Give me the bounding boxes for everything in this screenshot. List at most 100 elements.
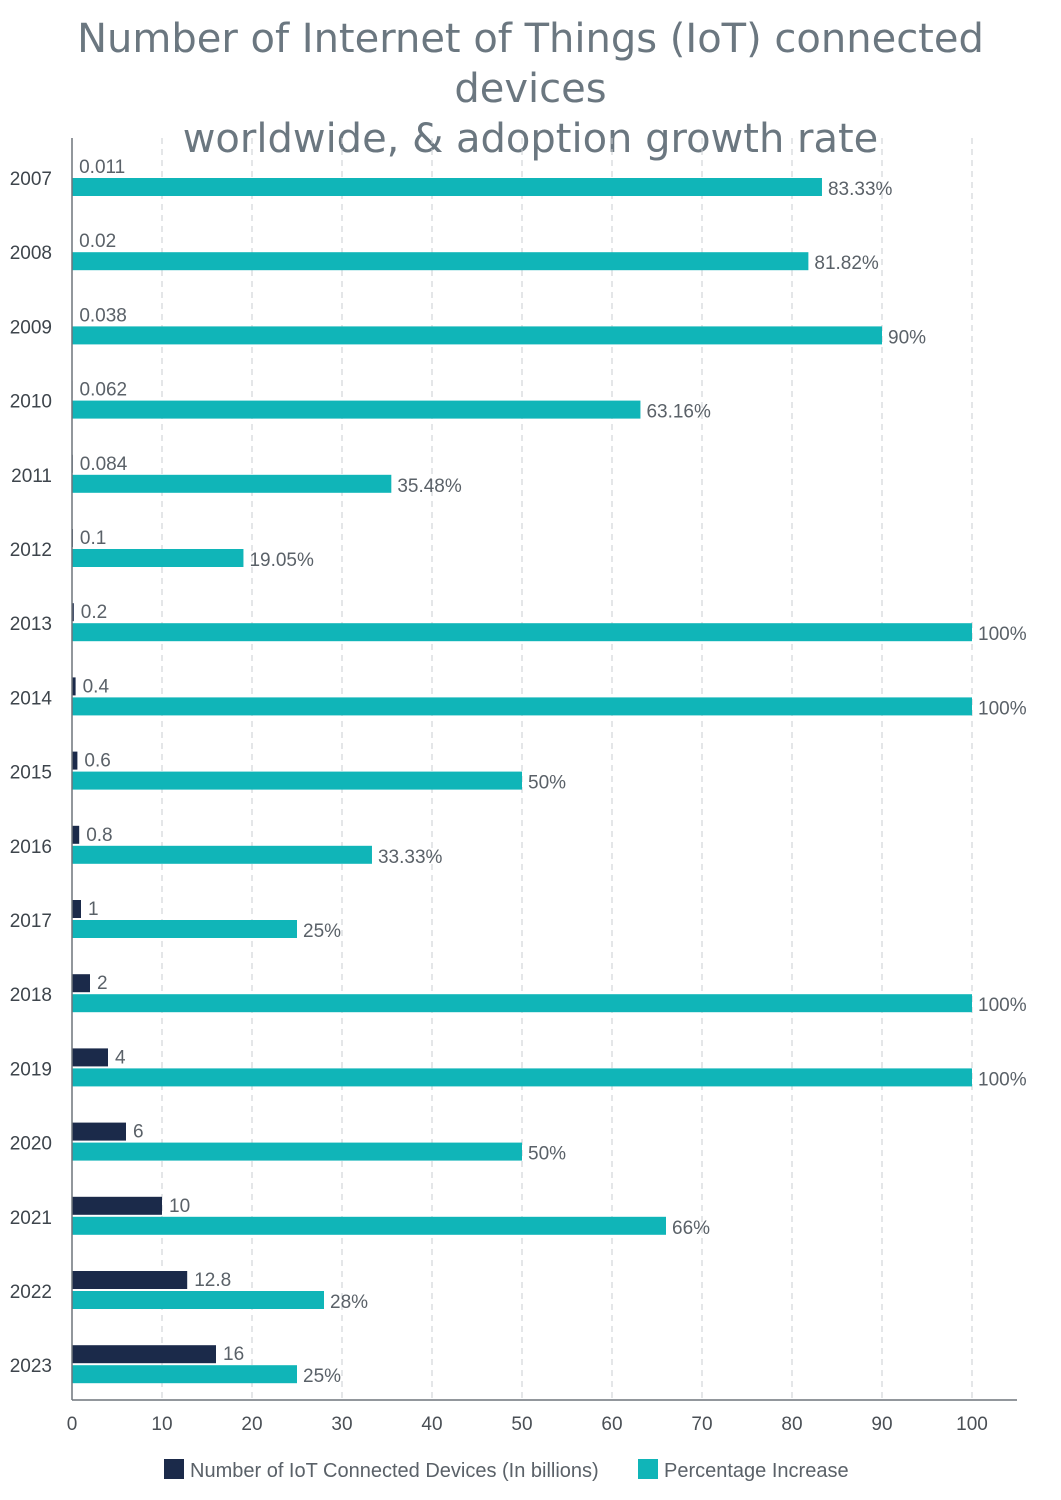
- data-label-percentage: 28%: [330, 1292, 368, 1313]
- chart-title-line-1: Number of Internet of Things (IoT) conne…: [77, 16, 984, 112]
- legend-label-percentage: Percentage Increase: [664, 1460, 849, 1482]
- x-tick-label: 10: [151, 1414, 172, 1435]
- bar-devices: [72, 751, 78, 770]
- data-label-devices: 12.8: [194, 1270, 231, 1291]
- data-label-percentage: 35.48%: [397, 476, 462, 497]
- x-tick-label: 50: [511, 1414, 532, 1435]
- bar-devices: [72, 1271, 188, 1289]
- bar-percentage: [72, 1216, 666, 1235]
- data-label-percentage: 100%: [978, 624, 1027, 645]
- data-label-percentage: 100%: [978, 1069, 1027, 1090]
- bar-devices: [72, 1196, 162, 1215]
- data-label-percentage: 63.16%: [646, 402, 711, 423]
- data-label-percentage: 81.82%: [814, 253, 879, 274]
- y-tick-label: 2019: [10, 1059, 52, 1080]
- data-label-percentage: 33.33%: [378, 847, 443, 868]
- bar-devices: [72, 677, 76, 696]
- y-tick-label: 2020: [10, 1134, 52, 1155]
- bar-percentage: [72, 1142, 522, 1161]
- legend-swatch-devices: [164, 1459, 184, 1479]
- bars: 0.011 83.33% 0.02 81.82% 0.038 90% 0.062 63.16%…: [72, 157, 1027, 1387]
- chart-title-line-2: worldwide, & adoption growth rate: [182, 116, 879, 162]
- data-label-devices: 0.2: [81, 602, 107, 623]
- bar-percentage: [72, 623, 972, 642]
- bar-percentage: [72, 771, 522, 790]
- y-tick-label: 2009: [10, 317, 52, 338]
- x-tick-label: 40: [421, 1414, 442, 1435]
- x-tick-label: 100: [956, 1414, 988, 1435]
- y-tick-label: 2017: [10, 911, 52, 932]
- data-label-devices: 2: [97, 973, 108, 994]
- bar-percentage: [72, 400, 641, 419]
- data-label-devices: 1: [88, 899, 99, 920]
- gridlines: [161, 138, 973, 1400]
- bar-devices: [72, 900, 81, 918]
- x-tick-label: 0: [67, 1414, 78, 1435]
- y-tick-label: 2014: [10, 688, 53, 709]
- bar-percentage: [72, 1291, 324, 1309]
- y-tick-label: 2011: [11, 466, 52, 487]
- bar-devices: [72, 1122, 126, 1141]
- data-label-devices: 10: [169, 1196, 190, 1217]
- x-tick-label: 90: [871, 1414, 892, 1435]
- data-label-percentage: 19.05%: [249, 550, 314, 571]
- bar-devices: [72, 603, 74, 622]
- y-tick-label: 2015: [10, 763, 52, 784]
- legend-label-devices: Number of IoT Connected Devices (In bill…: [190, 1460, 599, 1482]
- data-label-devices: 4: [115, 1047, 126, 1068]
- y-tick-label: 2018: [10, 985, 52, 1006]
- bar-devices: [72, 1345, 216, 1364]
- y-tick-label: 2008: [10, 243, 52, 264]
- data-label-percentage: 66%: [672, 1218, 710, 1239]
- data-label-percentage: 100%: [978, 995, 1027, 1016]
- x-tick-label: 70: [691, 1414, 712, 1435]
- data-label-percentage: 50%: [528, 773, 566, 794]
- bar-percentage: [72, 549, 244, 567]
- bar-devices: [72, 825, 80, 844]
- legend: Number of IoT Connected Devices (In bill…: [164, 1459, 849, 1482]
- bar-percentage: [72, 1068, 972, 1087]
- bar-percentage: [72, 1365, 297, 1384]
- x-tick-label: 20: [241, 1414, 262, 1435]
- bar-devices: [72, 1048, 108, 1067]
- bar-percentage: [72, 178, 822, 196]
- x-tick-label: 80: [781, 1414, 802, 1435]
- data-label-percentage: 25%: [303, 1366, 341, 1387]
- data-label-devices: 6: [133, 1122, 144, 1143]
- y-tick-label: 2010: [10, 392, 52, 413]
- x-tick-label: 60: [601, 1414, 622, 1435]
- data-label-devices: 16: [223, 1344, 244, 1365]
- data-label-percentage: 90%: [888, 327, 926, 348]
- data-label-devices: 0.1: [80, 528, 106, 549]
- data-label-devices: 0.084: [80, 454, 128, 475]
- data-label-devices: 0.8: [86, 825, 112, 846]
- bar-percentage: [72, 252, 809, 271]
- bar-percentage: [72, 994, 972, 1013]
- data-label-percentage: 100%: [978, 698, 1027, 719]
- data-label-devices: 0.6: [84, 751, 110, 772]
- data-label-devices: 0.4: [83, 676, 110, 697]
- bar-percentage: [72, 697, 972, 716]
- bar-percentage: [72, 920, 297, 938]
- y-tick-label: 2013: [10, 614, 52, 635]
- chart-title: Number of Internet of Things (IoT) conne…: [0, 14, 1061, 164]
- data-label-devices: 0.011: [79, 157, 125, 178]
- data-label-devices: 0.038: [79, 305, 127, 326]
- data-label-devices: 0.02: [79, 231, 116, 252]
- y-tick-label: 2023: [10, 1356, 52, 1377]
- legend-swatch-percentage: [638, 1459, 658, 1479]
- y-tick-label: 2007: [10, 169, 52, 190]
- y-tick-label: 2021: [10, 1208, 52, 1229]
- data-label-percentage: 25%: [303, 921, 341, 942]
- y-tick-label: 2022: [10, 1282, 52, 1303]
- data-label-percentage: 83.33%: [828, 179, 893, 200]
- y-tick-label: 2016: [10, 837, 52, 858]
- data-label-percentage: 50%: [528, 1144, 566, 1165]
- axes: 0 10 20 30 40 50 60 70 80 90 100200720082009201020…: [10, 138, 1017, 1435]
- data-label-devices: 0.062: [80, 380, 128, 401]
- y-tick-label: 2012: [10, 540, 52, 561]
- x-tick-label: 30: [331, 1414, 352, 1435]
- bar-devices: [72, 974, 90, 993]
